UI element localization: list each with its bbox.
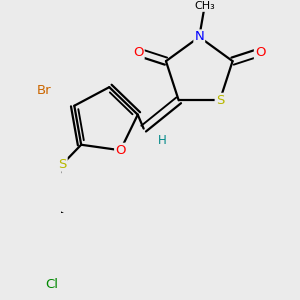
Text: O: O [133, 46, 144, 59]
Text: CH₃: CH₃ [194, 1, 215, 11]
Text: O: O [255, 46, 266, 59]
Text: N: N [194, 30, 204, 44]
Text: S: S [216, 94, 224, 107]
Text: H: H [158, 134, 167, 147]
Text: S: S [58, 158, 67, 171]
Text: Cl: Cl [45, 278, 58, 290]
Text: O: O [115, 144, 126, 157]
Text: Br: Br [37, 85, 51, 98]
